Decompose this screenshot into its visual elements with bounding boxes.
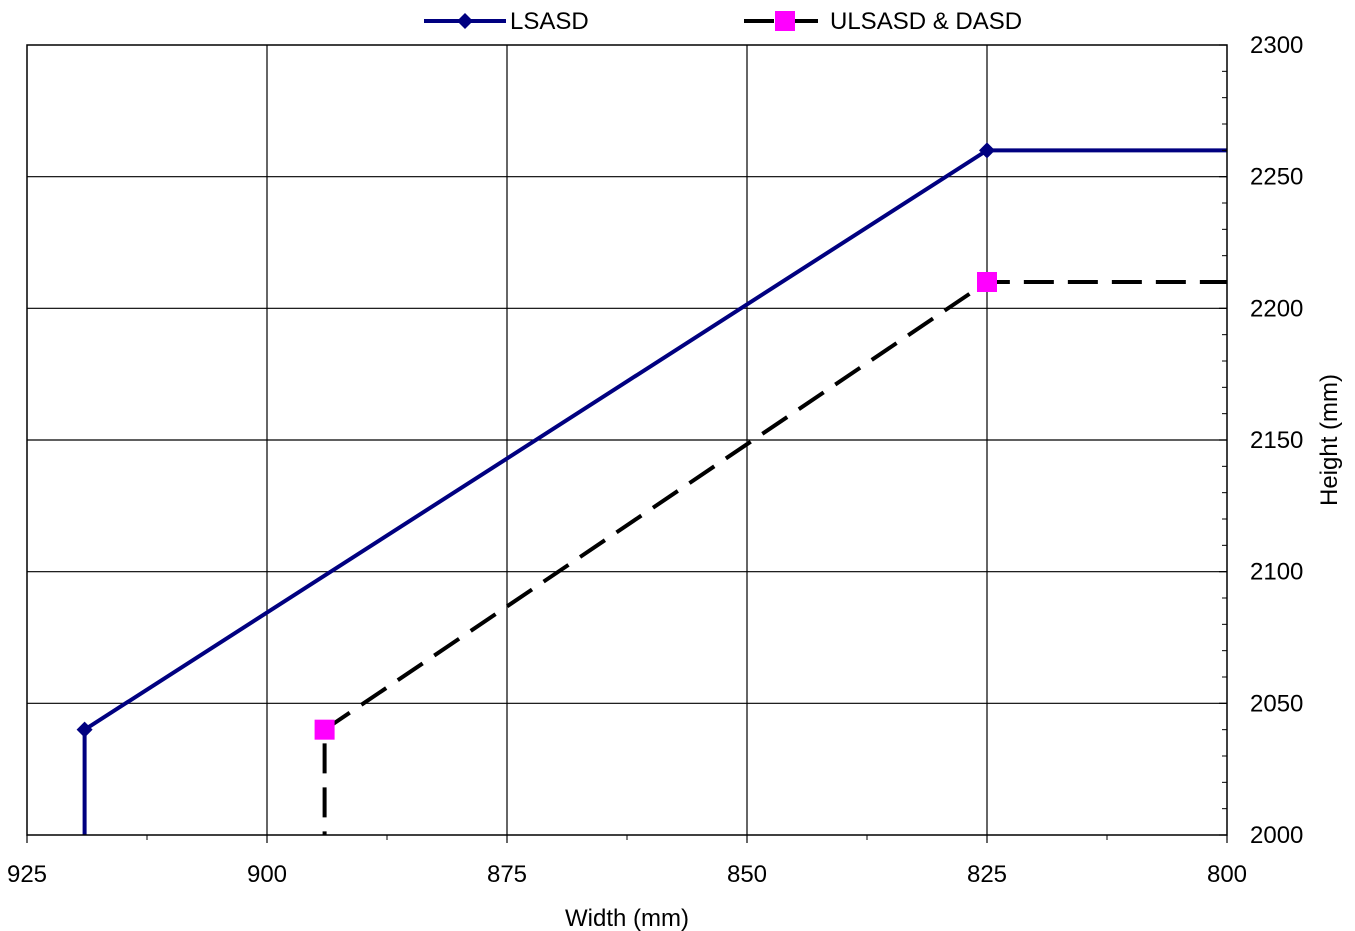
x-tick-label: 825 — [967, 861, 1007, 888]
y-tick-label: 2100 — [1250, 559, 1303, 586]
data-point-ulsasd-dasd — [977, 272, 997, 292]
data-point-lsasd — [76, 721, 93, 738]
x-tick-label: 850 — [727, 861, 767, 888]
x-tick-label: 900 — [247, 861, 287, 888]
y-axis-label: Height (mm) — [1316, 374, 1343, 506]
data-point-lsasd — [979, 142, 995, 159]
x-tick-label: 800 — [1207, 861, 1247, 888]
legend-label-lsasd: LSASD — [510, 8, 589, 35]
y-tick-label: 2300 — [1250, 32, 1303, 59]
y-tick-label: 2250 — [1250, 164, 1303, 191]
legend-marker-ulsasd-dasd — [775, 11, 795, 31]
data-point-ulsasd-dasd — [314, 719, 335, 740]
series-line-lsasd — [82, 148, 1227, 835]
legend-label-ulsasd-dasd: ULSASD & DASD — [830, 8, 1022, 35]
legend-marker-lsasd — [457, 13, 473, 29]
marker-layer — [76, 142, 997, 740]
y-tick-label: 2150 — [1250, 427, 1303, 454]
x-tick-label: 875 — [487, 861, 527, 888]
y-tick-label: 2050 — [1250, 690, 1303, 717]
series-layer — [82, 148, 1227, 835]
y-tick-label: 2000 — [1250, 822, 1303, 849]
series-line-ulsasd-dasd — [322, 280, 1227, 835]
grid — [27, 45, 1227, 835]
x-axis-label: Width (mm) — [565, 905, 689, 931]
y-tick-label: 2200 — [1250, 295, 1303, 322]
legend: LSASD ULSASD & DASD — [424, 8, 1022, 35]
x-tick-label: 925 — [7, 861, 47, 888]
